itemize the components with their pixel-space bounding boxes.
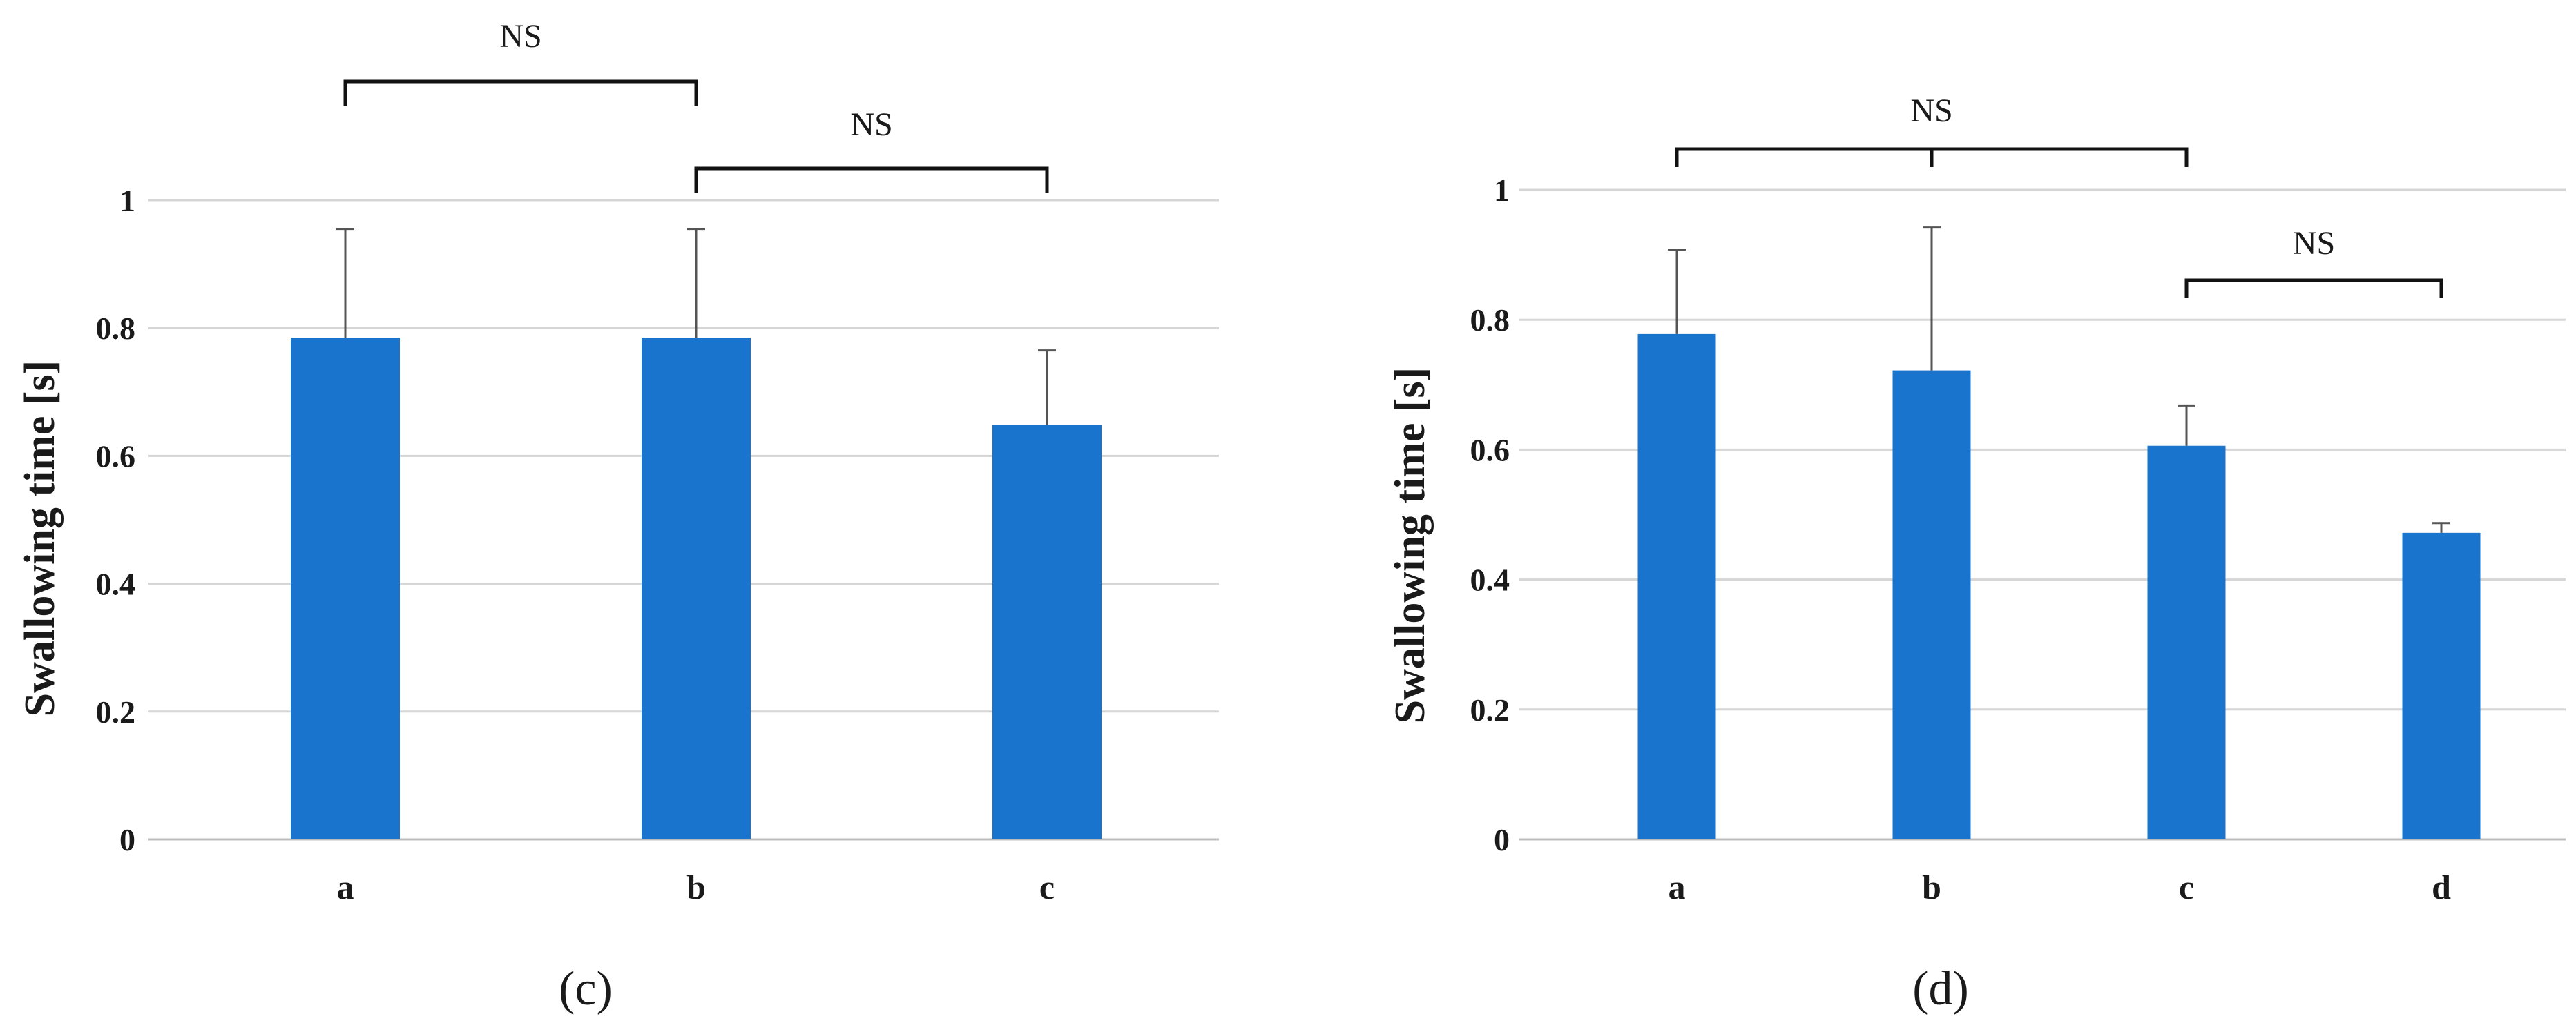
bar-c: [992, 425, 1102, 839]
significance-label: NS: [499, 18, 541, 55]
x-tick-label: a: [1669, 868, 1686, 906]
y-tick-label: 1: [1494, 173, 1510, 208]
bar-a: [1637, 333, 1716, 840]
y-tick-label: 0.6: [96, 438, 136, 474]
bar-c: [2147, 445, 2226, 839]
significance-bracket: [2184, 278, 2443, 298]
significance-bracket: [694, 166, 1049, 193]
y-tick-label: 0: [1494, 822, 1510, 857]
x-tick-label: a: [337, 868, 354, 906]
y-tick-label: 0.8: [96, 311, 136, 346]
y-tick-label: 0: [119, 822, 135, 857]
significance-label: NS: [850, 106, 892, 143]
significance-label: NS: [2293, 225, 2335, 262]
y-tick-label: 0.6: [1470, 432, 1510, 467]
x-tick-label: d: [2432, 868, 2451, 906]
bar-d: [2402, 532, 2481, 839]
panel-label: (c): [559, 962, 613, 1015]
bar-b: [642, 338, 751, 840]
chart-d: Swallowing time [s] (d) 0 0.2 0.4 0.6 0.8 1 a b…: [1387, 92, 2566, 1015]
panel-label: (d): [1912, 962, 1969, 1015]
x-tick-label: c: [2179, 868, 2194, 906]
y-tick-label: 0.4: [1470, 563, 1510, 598]
bar-b: [1892, 370, 1971, 839]
x-tick-label: b: [686, 868, 706, 906]
y-tick-label: 0.2: [1470, 692, 1510, 728]
x-tick-label: c: [1039, 868, 1055, 906]
y-tick-label: 1: [119, 183, 135, 218]
y-tick-label: 0.4: [96, 567, 136, 602]
significance-label: NS: [1910, 92, 1952, 129]
y-axis-label: Swallowing time [s]: [1387, 367, 1434, 724]
bar-a: [291, 338, 400, 840]
chart-c: Swallowing time [s] (c) 0 0.2 0.4 0.6 0.8 1 a b…: [17, 18, 1219, 1015]
y-axis-label: Swallowing time [s]: [17, 360, 64, 717]
x-tick-label: b: [1922, 868, 1941, 906]
y-tick-label: 0.2: [96, 694, 136, 730]
significance-bracket: [343, 79, 698, 106]
y-tick-label: 0.8: [1470, 302, 1510, 338]
